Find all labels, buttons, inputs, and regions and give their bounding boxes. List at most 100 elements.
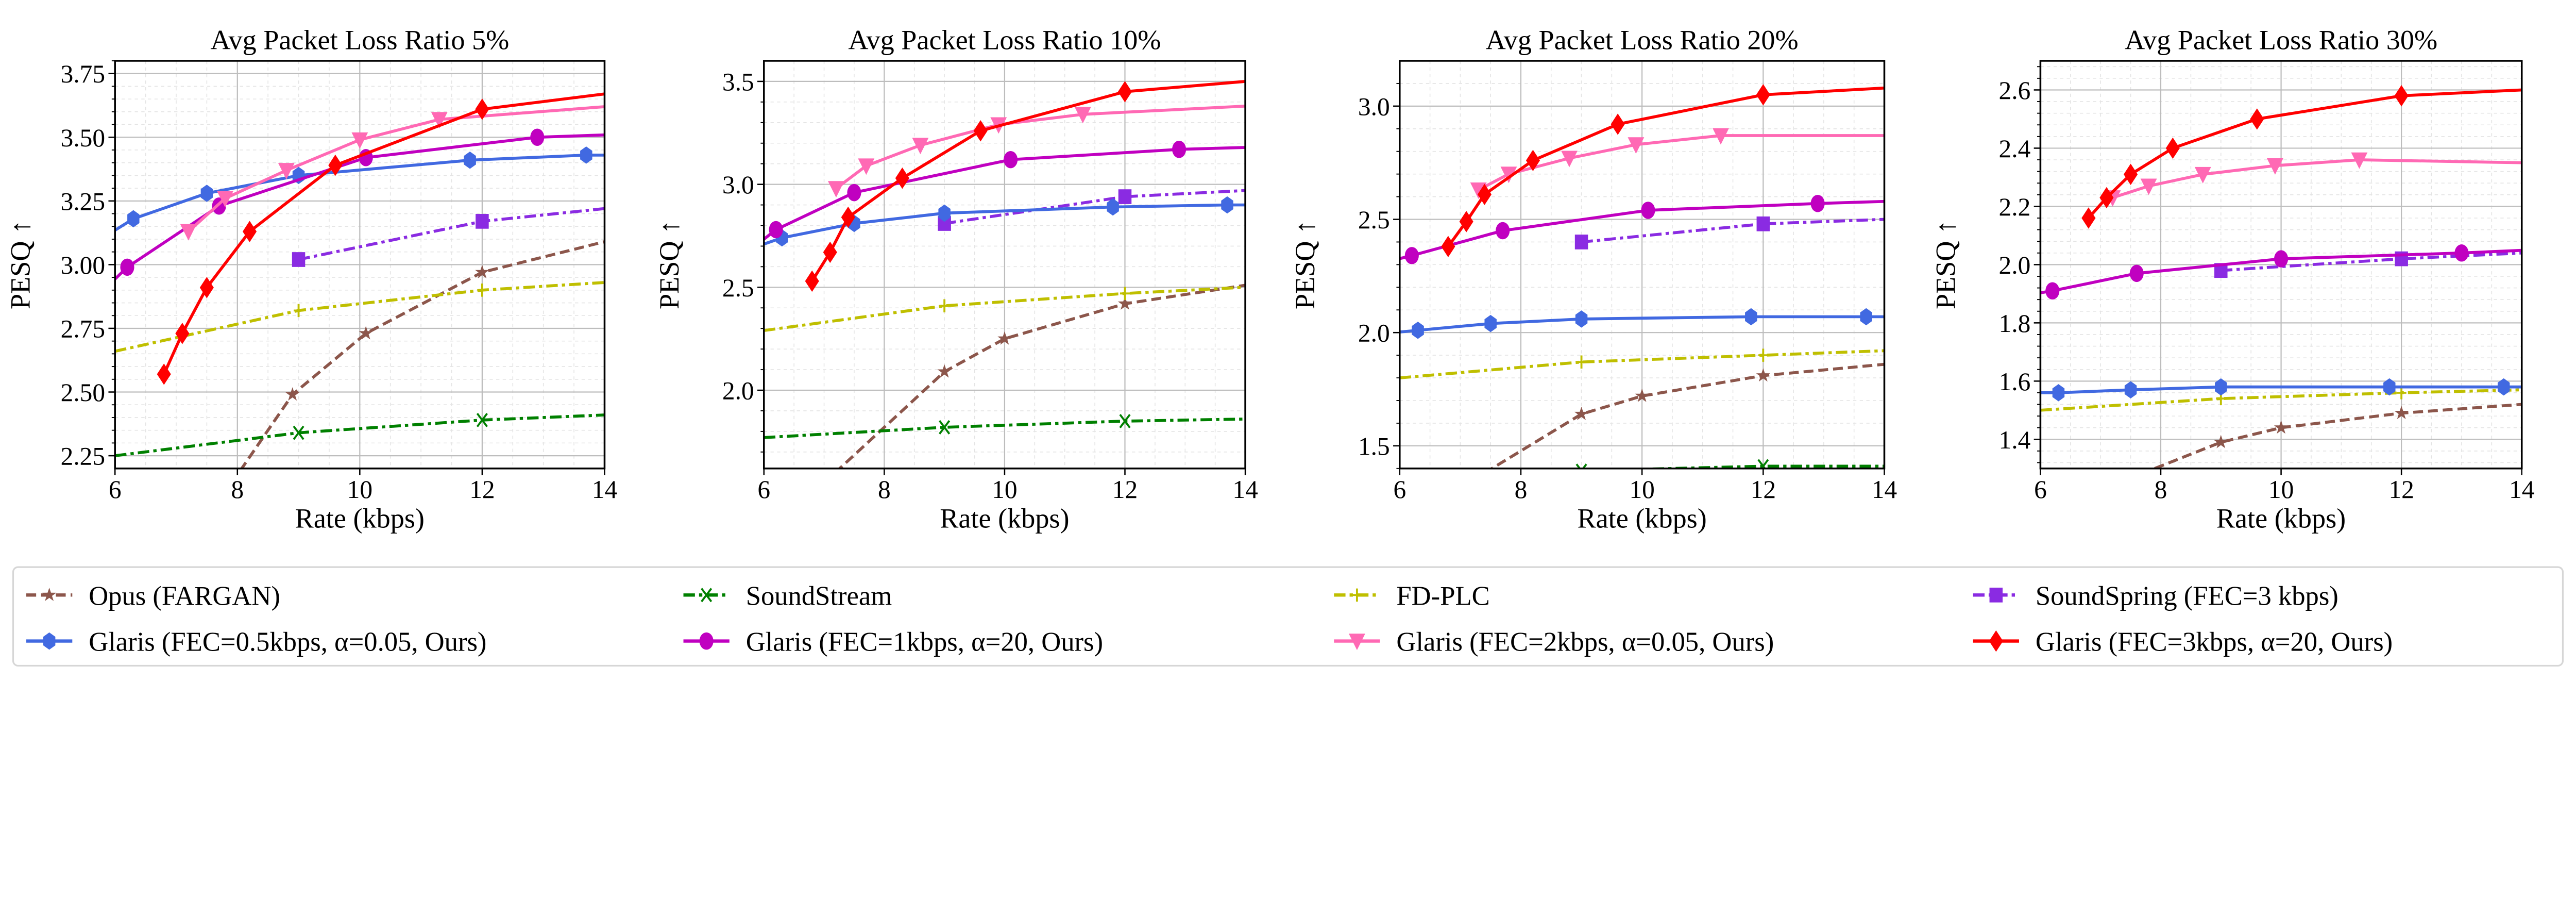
star-marker — [1117, 296, 1132, 310]
subplot-3: 6 8 10 12 14 1.5 2.0 2.5 3.0 Avg Packet Loss Rati… — [1290, 25, 1897, 534]
series-line-glaris2 — [2112, 158, 2522, 199]
diamond-marker — [895, 167, 909, 189]
y-tick-label: 2.2 — [1999, 193, 2031, 221]
plus-marker — [1120, 287, 1130, 301]
triangle-down-marker — [1713, 128, 1729, 145]
diamond-marker — [2081, 207, 2096, 229]
x-tick-label: 12 — [1751, 475, 1776, 504]
square-marker — [1989, 587, 2003, 603]
subplot-title: Avg Packet Loss Ratio 20% — [1486, 25, 1799, 56]
x-tick-label: 6 — [757, 475, 770, 504]
x-tick-label: 8 — [231, 475, 244, 504]
hexagon-marker — [464, 152, 476, 169]
plus-marker — [293, 304, 304, 318]
square-marker — [476, 214, 489, 229]
series-line-opus — [240, 240, 605, 469]
circle-marker — [1810, 195, 1825, 212]
subplot-1: 6 8 10 12 14 2.25 2.50 2.75 3.00 3.25 3.50 3.75 Avg … — [5, 25, 617, 534]
hexagon-marker — [1860, 308, 1872, 326]
series-line-soundstream — [115, 413, 605, 457]
legend-label: Glaris (FEC=3kbps, α=20, Ours) — [2036, 627, 2393, 657]
star-marker — [475, 264, 489, 278]
hexagon-marker — [2383, 378, 2396, 396]
hexagon-marker — [1107, 198, 1119, 216]
y-tick-label: 3.25 — [61, 187, 105, 215]
figure: 6 8 10 12 14 2.25 2.50 2.75 3.00 3.25 3.50 3.75 Avg … — [5, 25, 2564, 667]
y-tick-label: 3.0 — [722, 171, 754, 199]
x-tick-label: 10 — [347, 475, 372, 504]
square-marker — [1574, 235, 1588, 249]
series-line-soundspring — [944, 189, 1246, 225]
diamond-marker — [2165, 137, 2180, 159]
x-marker — [701, 588, 713, 603]
x-tick-label: 12 — [2388, 475, 2414, 504]
triangle-down-marker — [431, 112, 448, 129]
diamond-marker — [1611, 113, 1625, 135]
y-tick-label: 3.00 — [61, 251, 105, 279]
triangle-down-marker — [180, 224, 197, 241]
circle-marker — [769, 221, 783, 239]
circle-marker — [2129, 264, 2144, 282]
diamond-marker — [1756, 84, 1770, 106]
circle-marker — [1496, 222, 1510, 240]
series-line-glaris2 — [835, 104, 1246, 190]
diamond-marker — [2394, 85, 2409, 107]
square-marker — [1118, 189, 1132, 204]
diamond-marker — [2099, 187, 2114, 209]
star-marker — [359, 326, 373, 340]
diamond-marker — [1459, 211, 1473, 232]
y-tick-label: 2.0 — [1358, 319, 1390, 347]
circle-marker — [2045, 282, 2060, 299]
legend-label: Glaris (FEC=2kbps, α=0.05, Ours) — [1396, 627, 1774, 657]
y-tick-label: 3.0 — [1358, 92, 1390, 121]
diamond-marker — [1526, 149, 1540, 172]
hexagon-marker — [1745, 308, 1757, 326]
x-tick-label: 6 — [1393, 475, 1406, 504]
x-tick-label: 12 — [469, 475, 495, 504]
x-tick-label: 8 — [2155, 475, 2167, 504]
legend-item-opus: Opus (FARGAN) — [26, 581, 280, 611]
diamond-marker — [1441, 236, 1455, 257]
y-tick-label: 2.4 — [1999, 135, 2031, 163]
triangle-down-marker — [217, 191, 233, 208]
y-tick-label: 2.75 — [61, 314, 105, 343]
circle-marker — [120, 258, 134, 276]
y-tick-label: 3.50 — [61, 124, 105, 152]
plus-marker — [939, 299, 950, 313]
circle-marker — [1641, 202, 1655, 219]
subplot-2: 6 8 10 12 14 2.0 2.5 3.0 3.5 Avg Packet Loss Rati… — [654, 25, 1258, 534]
star-marker — [1756, 368, 1770, 382]
series-line-opus — [837, 284, 1246, 469]
y-tick-label: 1.5 — [1358, 432, 1390, 460]
y-tick-label: 3.5 — [722, 68, 754, 96]
series-line-glaris2 — [1478, 134, 1885, 191]
diamond-marker — [841, 206, 855, 228]
x-axis-label: Rate (kbps) — [940, 503, 1069, 534]
circle-marker — [847, 184, 861, 202]
triangle-down-marker — [278, 163, 295, 180]
x-tick-label: 14 — [1232, 475, 1258, 504]
series-line-fdplc — [1399, 349, 1885, 379]
star-marker — [997, 331, 1012, 345]
legend-label: SoundStream — [746, 581, 892, 611]
series-group — [2040, 85, 2522, 469]
y-tick-label: 2.5 — [1358, 206, 1390, 234]
y-axis-label: PESQ ↑ — [1930, 220, 1961, 309]
hexagon-marker — [127, 210, 140, 228]
x-marker — [939, 420, 951, 435]
triangle-down-marker — [1470, 182, 1487, 199]
x-tick-label: 12 — [1112, 475, 1138, 504]
x-axis-label: Rate (kbps) — [2216, 503, 2346, 534]
series-line-soundspring — [2221, 251, 2522, 272]
diamond-marker — [157, 363, 171, 385]
hexagon-marker — [2052, 384, 2065, 402]
x-tick-label: 6 — [109, 475, 122, 504]
hexagon-marker — [2215, 378, 2227, 396]
series-line-glaris2 — [187, 105, 605, 233]
y-tick-label: 2.0 — [722, 377, 754, 405]
circle-marker — [530, 128, 545, 146]
circle-marker — [1404, 247, 1419, 264]
x-tick-label: 8 — [878, 475, 891, 504]
legend-item-glaris2: Glaris (FEC=2kbps, α=0.05, Ours) — [1334, 627, 1774, 657]
y-tick-label: 1.4 — [1999, 426, 2031, 454]
